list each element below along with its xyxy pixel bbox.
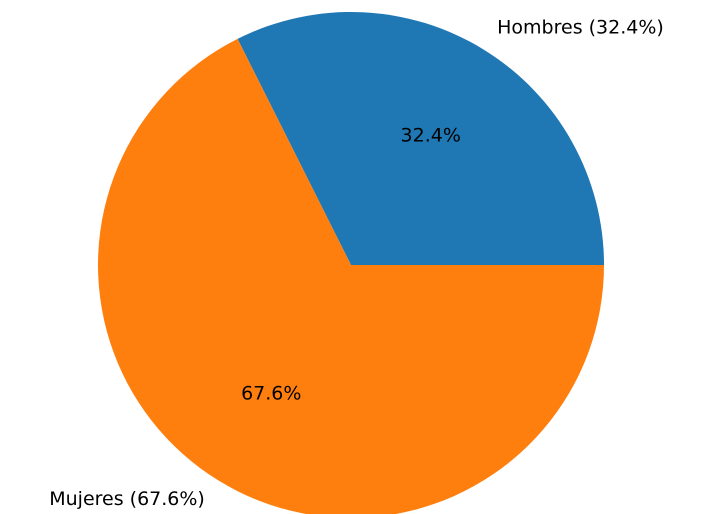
slice-label-mujeres: Mujeres (67.6%) (49, 488, 205, 510)
pie-slice-hombres (237, 12, 604, 266)
pct-label-mujeres: 67.6% (241, 383, 301, 405)
pie-slices (98, 12, 604, 514)
pct-label-hombres: 32.4% (401, 124, 461, 146)
slice-label-hombres: Hombres (32.4%) (497, 17, 664, 39)
pie-slice-mujeres (98, 38, 604, 514)
